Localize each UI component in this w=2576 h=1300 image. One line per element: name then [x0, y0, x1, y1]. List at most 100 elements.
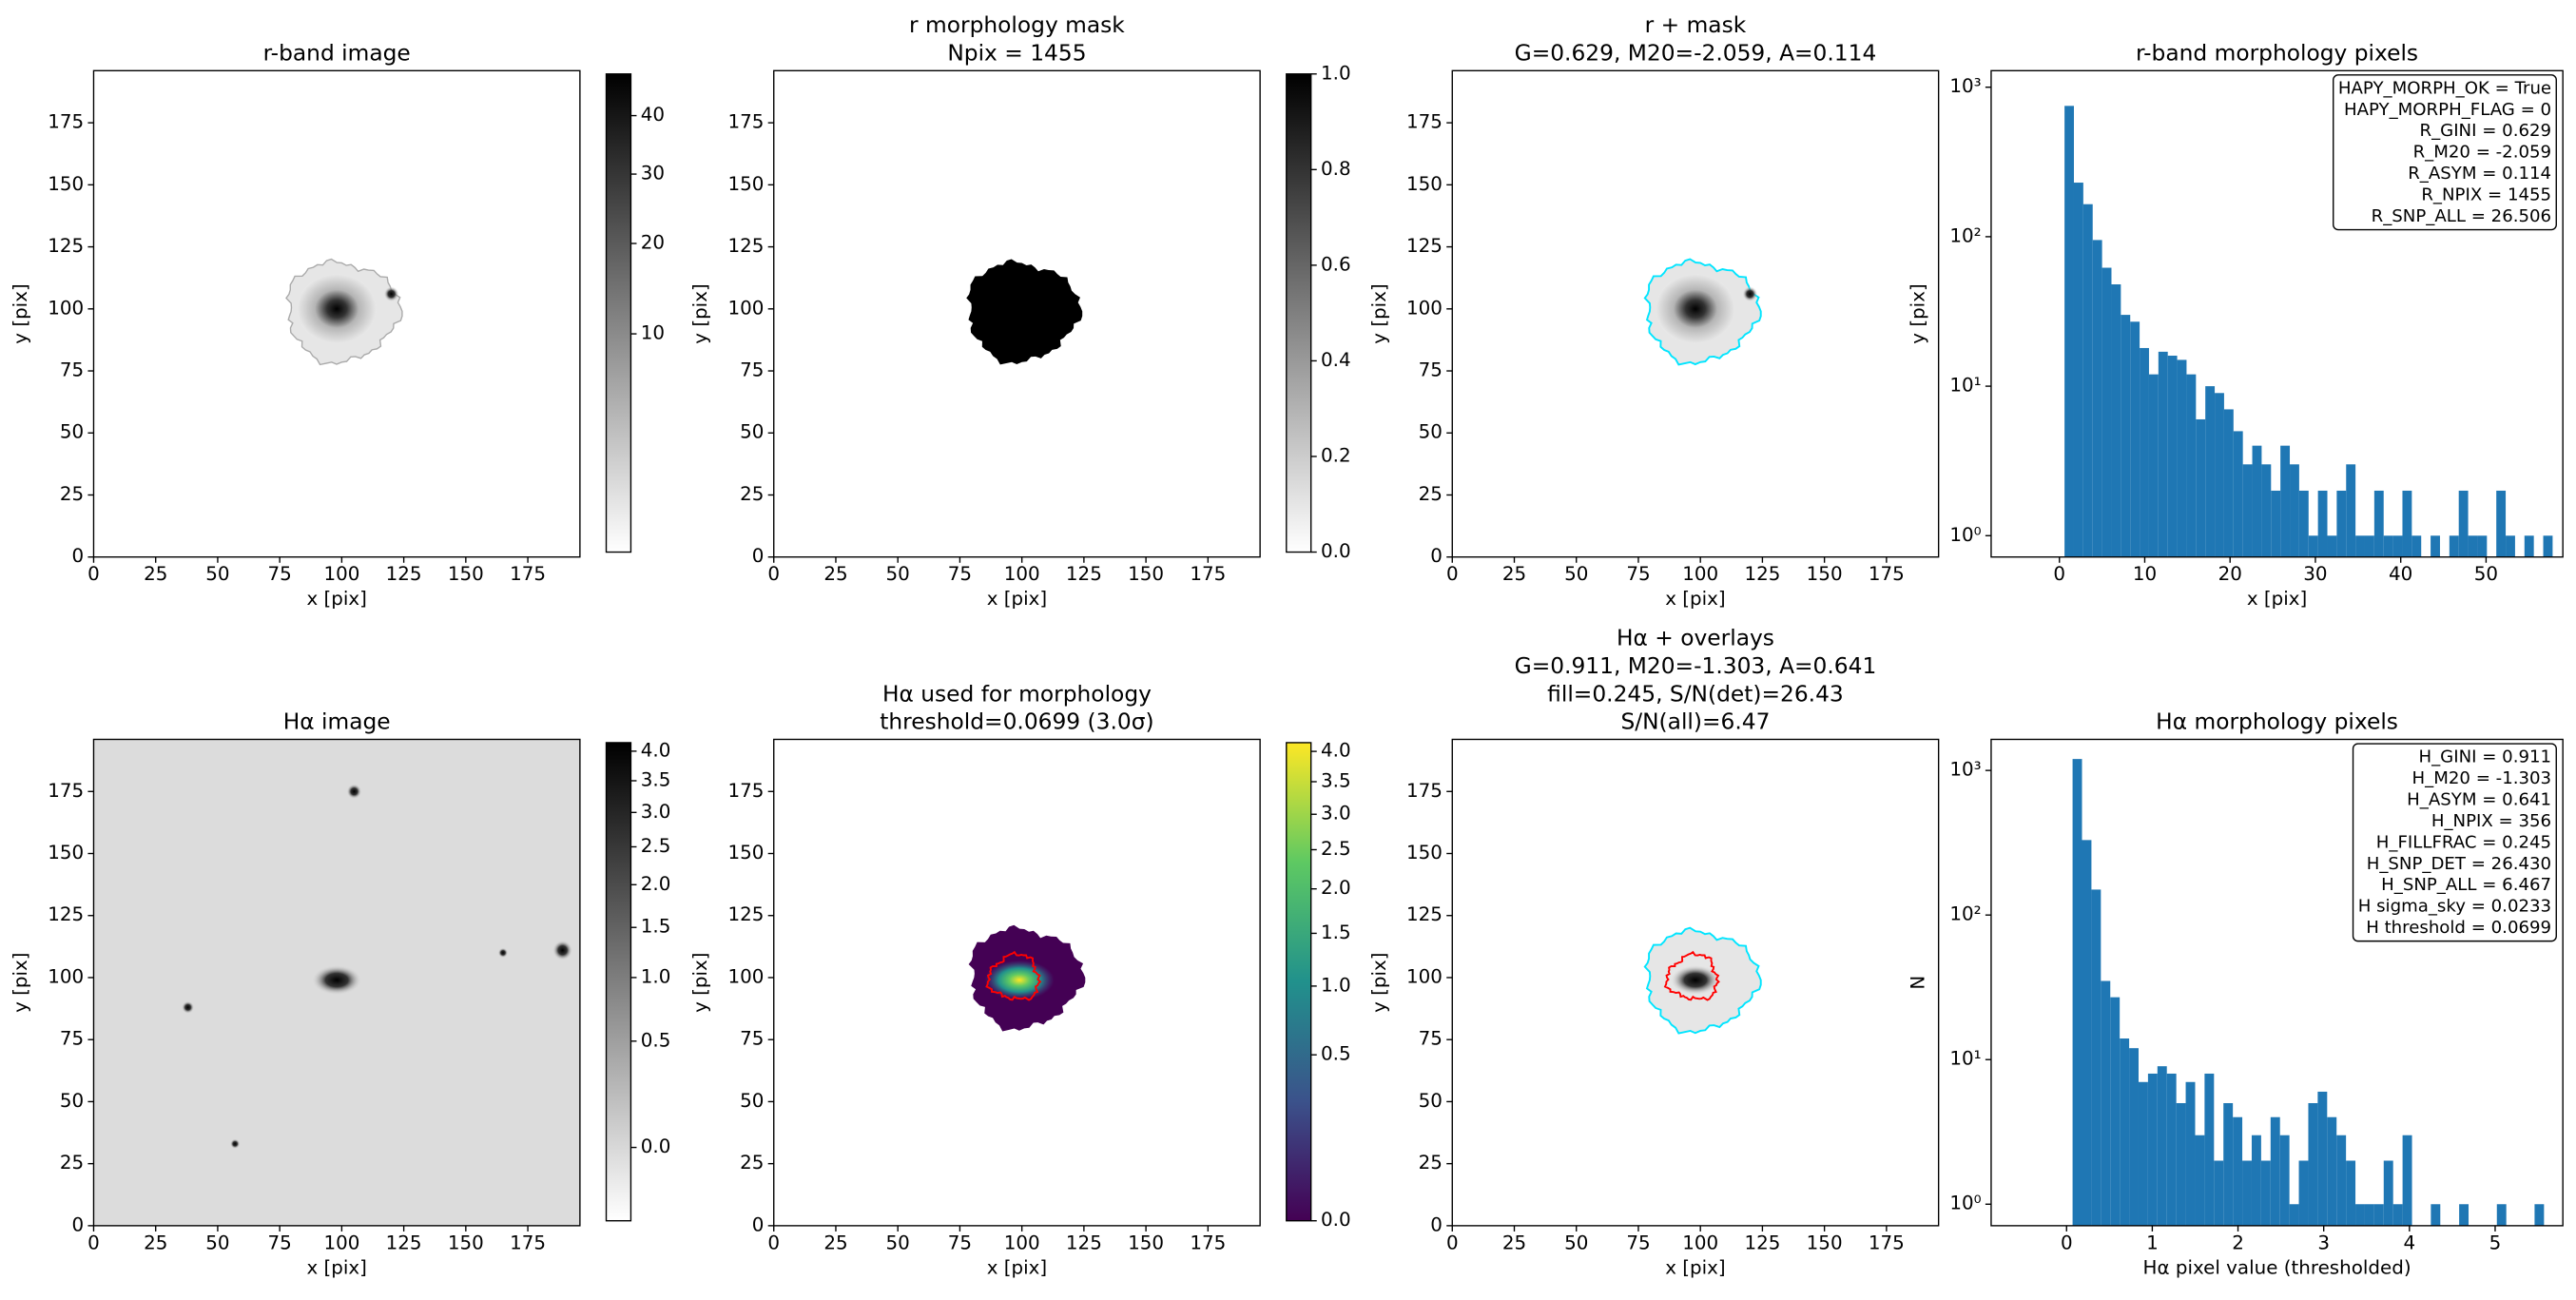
bar [2402, 490, 2412, 557]
galaxy-core [1656, 274, 1735, 344]
annotation-line: H_NPIX = 356 [2431, 811, 2551, 831]
galaxy-core [297, 274, 377, 344]
y-tick-label: 50 [1419, 1090, 1443, 1112]
colorbar-tick-label: 1.5 [641, 916, 671, 938]
annotation-line: HAPY_MORPH_FLAG = 0 [2344, 100, 2551, 120]
bar [2186, 374, 2197, 557]
x-tick-label: 30 [2303, 563, 2327, 585]
annotation-line: H_SNP_DET = 26.430 [2367, 854, 2551, 874]
x-tick-label: 50 [2474, 563, 2498, 585]
panel-title: Npix = 1455 [947, 41, 1086, 67]
axes-frame [773, 738, 1261, 1227]
panel-title: r-band morphology pixels [2136, 41, 2418, 67]
annotation-line: R_SNP_ALL = 26.506 [2372, 206, 2551, 226]
annotation-line: R_NPIX = 1455 [2421, 185, 2551, 205]
y-axis-label: y [pix] [10, 952, 31, 1012]
panel: 0 25 50 75 100 125 150 175 0 25 50 75 100 125 150 175 x … [689, 681, 1350, 1278]
bar [2140, 347, 2149, 557]
bar [2534, 1204, 2545, 1226]
x-tick-label: 25 [1502, 1232, 1526, 1253]
colorbar-tick-label: 1.0 [1321, 974, 1351, 996]
bar [2242, 1160, 2252, 1226]
y-tick-label: 0 [71, 545, 84, 567]
x-tick-label: 75 [1626, 1232, 1650, 1253]
annotation-box [2333, 74, 2557, 231]
plot-area [285, 258, 403, 366]
panel-title: Hα morphology pixels [2156, 709, 2398, 735]
bar [2364, 535, 2374, 557]
y-tick-label: 75 [1419, 359, 1443, 381]
mask-contour [285, 258, 403, 366]
bar [2336, 1135, 2347, 1226]
panel-title: G=0.629, M20=-2.059, A=0.114 [1515, 41, 1877, 67]
y-tick-label: 175 [1406, 111, 1443, 133]
galaxy-core [497, 947, 509, 959]
annotation-line: H_GINI = 0.911 [2418, 747, 2551, 766]
bar [2073, 183, 2083, 557]
x-tick-label: 150 [448, 563, 484, 585]
plot-area [93, 739, 580, 1226]
bar [2458, 490, 2469, 557]
x-tick-label: 175 [1190, 563, 1226, 585]
bar [2111, 284, 2121, 557]
x-tick-label: 0 [87, 563, 100, 585]
y-tick-label: 25 [740, 1152, 764, 1174]
x-tick-label: 4 [2404, 1232, 2416, 1253]
colorbar-tick-label: 3.5 [1321, 769, 1351, 791]
y-tick-label: 150 [48, 842, 84, 863]
y-tick-label: 50 [740, 421, 764, 443]
panel: 0 25 50 75 100 125 150 175 0 25 50 75 100 125 150 175 x … [1368, 12, 1940, 610]
bar [2129, 1048, 2139, 1226]
bar [2280, 445, 2291, 557]
colorbar-tick-label: 0.0 [1321, 540, 1351, 562]
colorbar-tick-label: 0.6 [1321, 253, 1351, 275]
colorbar-tick-label: 2.5 [1321, 838, 1351, 860]
bar [2195, 1135, 2205, 1226]
x-tick-label: 50 [886, 563, 910, 585]
y-tick-label: 50 [740, 1090, 764, 1112]
y-axis-label: y [pix] [689, 283, 711, 343]
y-tick-label: 25 [60, 1152, 84, 1174]
y-tick-label: 75 [740, 359, 764, 381]
bar [2336, 490, 2347, 557]
colorbar [605, 73, 632, 553]
panel: 0 25 50 75 100 125 150 175 0 25 50 75 100 125 150 175 x … [10, 709, 670, 1279]
bar [2506, 535, 2515, 557]
galaxy-core [1670, 964, 1721, 996]
x-axis-label: x [pix] [306, 588, 366, 610]
x-tick-label: 0 [2061, 1232, 2073, 1253]
x-tick-label: 100 [1004, 1232, 1040, 1253]
plot-area [966, 259, 1083, 365]
annotation-line: R_M20 = -2.059 [2413, 143, 2551, 163]
bar [2289, 1204, 2299, 1226]
y-tick-label: 100 [1406, 297, 1443, 319]
y-tick-label: 175 [727, 111, 764, 133]
x-tick-label: 100 [323, 1232, 359, 1253]
x-tick-label: 175 [510, 1232, 546, 1253]
bar [2110, 997, 2121, 1226]
bar [2392, 1204, 2403, 1226]
y-tick-label: 125 [48, 235, 84, 257]
bar [2251, 1135, 2261, 1226]
y-tick-label: 0 [1430, 1213, 1443, 1235]
bar [2082, 204, 2093, 557]
y-tick-label: 100 [727, 965, 764, 987]
x-tick-label: 75 [948, 563, 972, 585]
x-tick-label: 125 [1744, 1232, 1780, 1253]
colorbar-tick-label: 0.0 [641, 1135, 671, 1157]
bar [2101, 980, 2111, 1226]
bar [2298, 490, 2309, 557]
bar [2431, 1204, 2441, 1226]
bar [2373, 490, 2384, 557]
bar [2327, 535, 2337, 557]
x-tick-label: 25 [823, 563, 847, 585]
x-tick-label: 1 [2146, 1232, 2159, 1253]
colorbar-tick-label: 0.4 [1321, 349, 1351, 371]
x-tick-label: 75 [1626, 563, 1650, 585]
bar [2468, 535, 2478, 557]
annotation-line: HAPY_MORPH_OK = True [2338, 78, 2551, 98]
y-tick-label: 100 [48, 965, 84, 987]
y-tick-label: 175 [48, 780, 84, 802]
y-axis-label: y [pix] [1907, 283, 1928, 343]
